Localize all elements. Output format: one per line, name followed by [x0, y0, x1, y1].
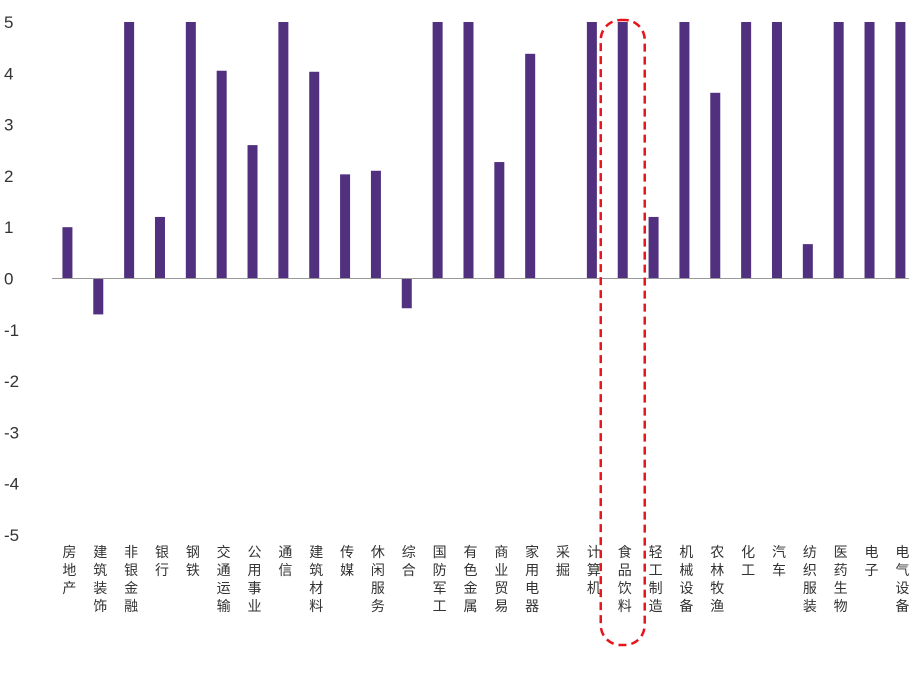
bar	[278, 22, 289, 279]
x-tick-label: 计算机	[587, 545, 601, 597]
y-tick-label: -5	[4, 526, 19, 545]
bar	[124, 22, 135, 279]
bar	[864, 22, 875, 279]
y-tick-label: 3	[4, 116, 13, 135]
x-tick-label: 电气设备	[895, 545, 909, 615]
x-tick-label: 公用事业	[248, 545, 262, 615]
bar	[370, 170, 381, 279]
x-tick-label: 传媒	[340, 545, 354, 579]
x-tick-label: 通信	[278, 545, 292, 579]
x-tick-label: 家用电器	[525, 544, 539, 615]
y-tick-label: -1	[4, 321, 19, 340]
x-tick-label: 房地产	[62, 545, 76, 597]
bar	[802, 244, 813, 279]
bar	[741, 22, 752, 279]
bar	[463, 22, 474, 279]
x-tick-label: 医药生物	[834, 545, 848, 615]
x-tick-label: 银行	[155, 545, 169, 579]
x-tick-label: 休闲服务	[371, 545, 385, 615]
highlight-dashed-outline	[599, 18, 646, 647]
bar	[679, 22, 690, 279]
x-tick-label: 轻工制造	[649, 545, 663, 615]
x-tick-label: 农林牧渔	[710, 545, 724, 615]
bar	[895, 22, 906, 279]
y-tick-label: 1	[4, 218, 13, 237]
y-tick-label: 0	[4, 270, 13, 289]
bar	[185, 22, 196, 279]
y-axis-ticks: 5 4 3 2 1 0 -1 -2 -3 -4 -5	[4, 13, 19, 545]
bar	[154, 216, 165, 279]
bar	[432, 22, 443, 279]
x-tick-label: 纺织服装	[803, 545, 817, 615]
x-tick-label: 建筑材料	[309, 545, 323, 615]
x-tick-label: 非银金融	[124, 545, 138, 615]
x-tick-label: 国防军工	[433, 545, 447, 615]
x-tick-label: 采掘	[556, 545, 570, 579]
bar	[710, 92, 721, 279]
y-tick-label: -3	[4, 423, 19, 442]
x-tick-label: 有色金属	[463, 545, 477, 615]
bar	[340, 174, 351, 279]
x-tick-label: 化工	[741, 545, 755, 579]
bar	[93, 278, 104, 315]
x-tick-label: 交通运输	[217, 544, 231, 615]
y-tick-label: 2	[4, 167, 13, 186]
x-tick-label: 钢铁	[186, 545, 200, 579]
bar	[494, 162, 505, 279]
x-tick-label: 综合	[402, 545, 416, 579]
x-tick-label: 建筑装饰	[93, 545, 107, 615]
bar	[401, 278, 412, 309]
bar	[771, 22, 782, 279]
bar	[247, 145, 258, 279]
bar	[833, 22, 844, 279]
x-tick-label: 电子	[865, 545, 879, 579]
bar	[525, 53, 536, 279]
x-tick-label: 汽车	[772, 545, 786, 579]
bar	[309, 71, 320, 279]
bar	[648, 216, 659, 279]
x-tick-label: 机械设备	[679, 545, 693, 615]
bar	[586, 22, 597, 279]
bars	[62, 22, 906, 315]
bar	[617, 22, 628, 279]
y-tick-label: 4	[4, 64, 13, 83]
x-tick-label: 食品饮料	[618, 544, 632, 615]
y-tick-label: -2	[4, 372, 19, 391]
bar	[62, 227, 73, 279]
y-tick-label: 5	[4, 13, 13, 32]
x-tick-label: 商业贸易	[494, 545, 508, 615]
bar	[216, 70, 227, 279]
y-tick-label: -4	[4, 475, 19, 494]
